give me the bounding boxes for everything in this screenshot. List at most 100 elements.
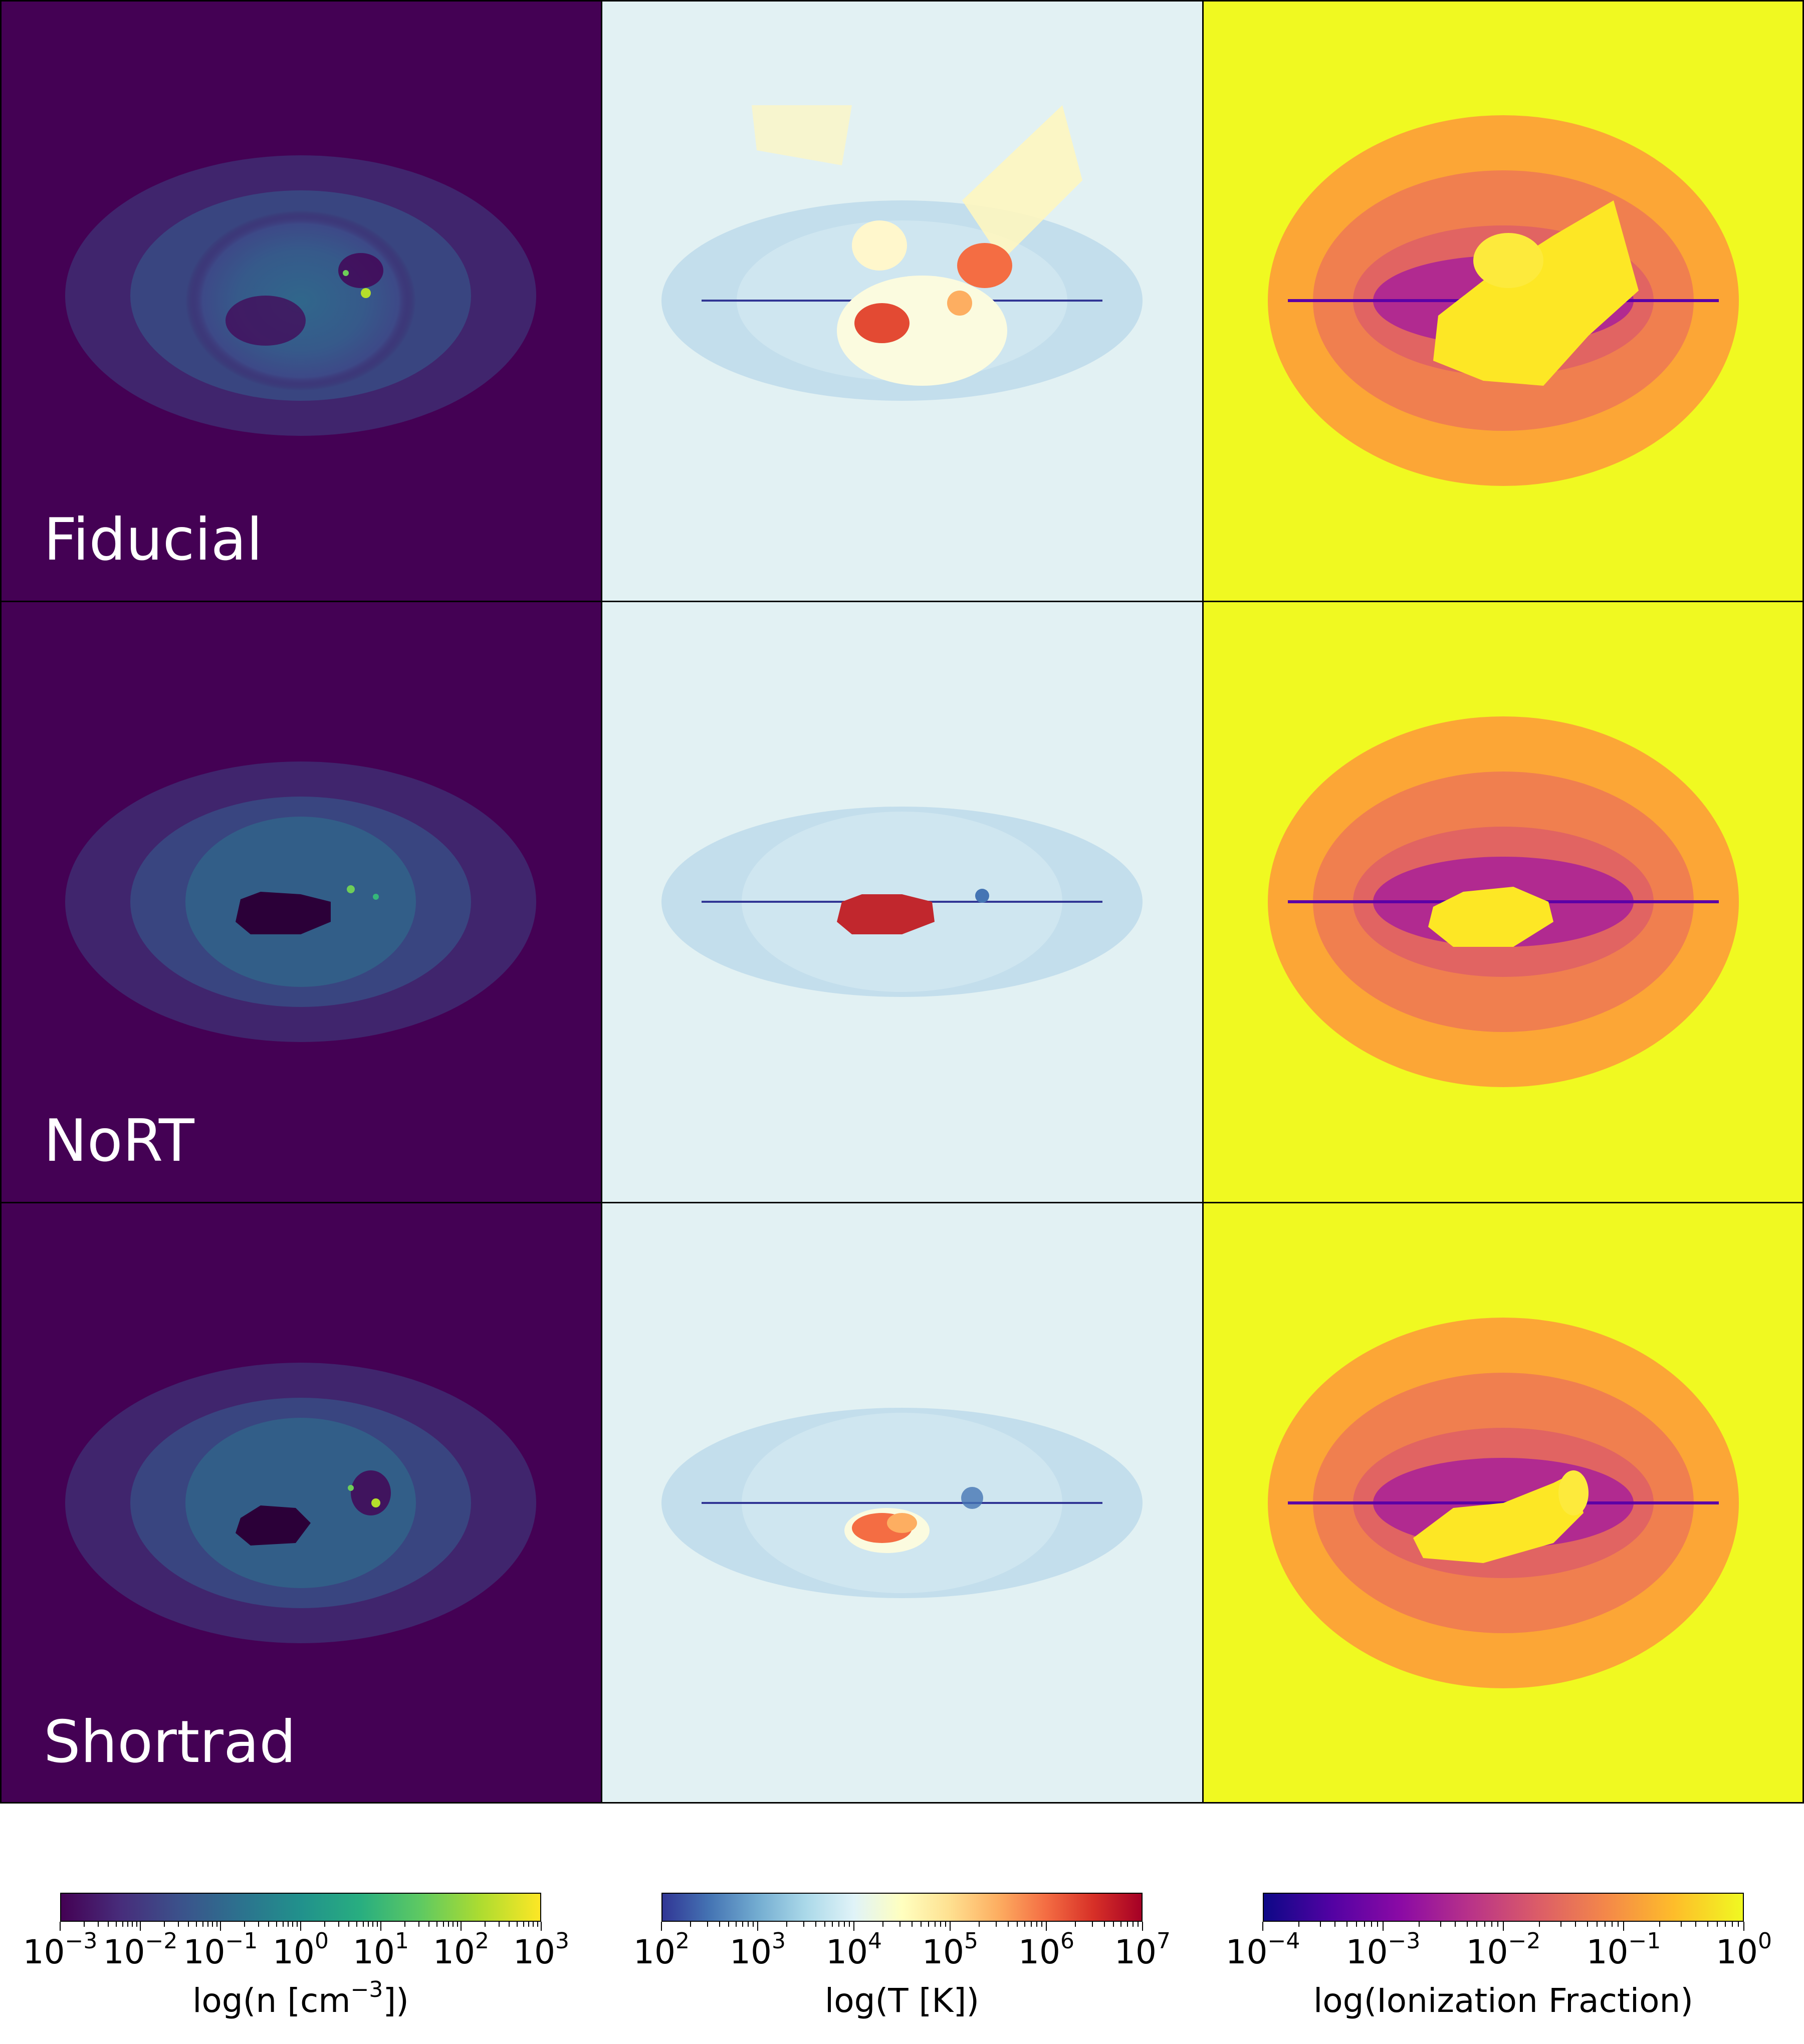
temperature-map	[601, 601, 1203, 1202]
ionization-map	[1203, 1202, 1804, 1804]
colorbar-minor-tick	[1377, 1922, 1379, 1927]
colorbar-minor-tick	[911, 1922, 913, 1927]
frame-right	[1802, 0, 1804, 1804]
colorbar-minor-tick	[1113, 1922, 1114, 1927]
colorbar-minor-tick	[1031, 1922, 1032, 1927]
colorbar-minor-tick	[258, 1922, 260, 1927]
colorbar-minor-tick	[296, 1922, 298, 1927]
colorbar-minor-tick	[1618, 1922, 1619, 1927]
colorbar-minor-tick	[1539, 1922, 1540, 1927]
panel-grid: Fiducial NoRT Shortrad	[0, 0, 1804, 1804]
colorbar-minor-tick	[815, 1922, 816, 1927]
ionization-panel-shortrad	[1203, 1202, 1804, 1804]
colorbar-tick-label: 10−1	[1586, 1928, 1661, 1972]
colorbar-minor-tick	[188, 1922, 189, 1927]
colorbar-tick-label: 10−3	[23, 1928, 98, 1972]
colorbar-tick-label: 101	[353, 1928, 409, 1972]
colorbar-major-tick	[1623, 1922, 1624, 1931]
colorbar-minor-tick	[195, 1922, 197, 1927]
colorbar-minor-tick	[516, 1922, 518, 1927]
temperature-map	[601, 0, 1203, 601]
colorbar-minor-tick	[1604, 1922, 1606, 1927]
density-map	[0, 0, 601, 601]
colorbar-major-tick	[380, 1922, 381, 1931]
colorbar-minor-tick	[742, 1922, 744, 1927]
colorbar-tick-label: 10−2	[103, 1928, 178, 1972]
temperature-panel-fiducial	[601, 0, 1203, 601]
colorbar-minor-tick	[268, 1922, 270, 1927]
colorbar-minor-tick	[1731, 1922, 1733, 1927]
colorbar-minor-tick	[1497, 1922, 1499, 1927]
colorbar-minor-tick	[1133, 1922, 1134, 1927]
colorbar-minor-tick	[509, 1922, 510, 1927]
colorbar-minor-tick	[1596, 1922, 1598, 1927]
colorbar-minor-tick	[533, 1922, 534, 1927]
colorbar-minor-tick	[921, 1922, 922, 1927]
colorbar-minor-tick	[499, 1922, 500, 1927]
colorbar-minor-tick	[372, 1922, 374, 1927]
row-label-fiducial: Fiducial	[44, 506, 263, 574]
colorbar-minor-tick	[376, 1922, 378, 1927]
colorbar-minor-tick	[1440, 1922, 1441, 1927]
colorbar-minor-tick	[786, 1922, 787, 1927]
colorbar-major-tick	[60, 1922, 61, 1931]
colorbar-minor-tick	[528, 1922, 530, 1927]
colorbar-minor-tick	[1138, 1922, 1139, 1927]
colorbar-minor-tick	[1724, 1922, 1726, 1927]
colorbar-minor-tick	[849, 1922, 850, 1927]
colorbar-major-tick	[853, 1922, 854, 1931]
colorbar-minor-tick	[178, 1922, 179, 1927]
ionization-map	[1203, 601, 1804, 1202]
temperature-colorbar	[661, 1893, 1143, 1922]
density-colorbar-label: log(n [cm−3])	[192, 1977, 409, 2020]
colorbar-minor-tick	[132, 1922, 133, 1927]
colorbar-tick-label: 10−3	[1345, 1928, 1421, 1972]
colorbar-minor-tick	[1024, 1922, 1026, 1927]
colorbar-major-tick	[661, 1922, 662, 1931]
colorbar-minor-tick	[1091, 1922, 1093, 1927]
colorbar-minor-tick	[356, 1922, 357, 1927]
colorbar-minor-tick	[940, 1922, 942, 1927]
colorbar-minor-tick	[1560, 1922, 1561, 1927]
colorbar-tick-label: 106	[1018, 1928, 1074, 1972]
colorbar-minor-tick	[1419, 1922, 1420, 1927]
colorbar-minor-tick	[1716, 1922, 1718, 1927]
row-label-nort: NoRT	[44, 1107, 194, 1175]
colorbar-minor-tick	[348, 1922, 350, 1927]
frame-row-divider	[0, 601, 1804, 602]
colorbar-minor-tick	[485, 1922, 486, 1927]
frame-bottom	[0, 1802, 1804, 1804]
density-colorbar	[60, 1893, 541, 1922]
colorbar-major-tick	[950, 1922, 951, 1931]
colorbar-minor-tick	[844, 1922, 845, 1927]
colorbar-major-tick	[1142, 1922, 1143, 1931]
colorbar-minor-tick	[1371, 1922, 1372, 1927]
colorbar-major-tick	[220, 1922, 221, 1931]
colorbar-minor-tick	[1041, 1922, 1043, 1927]
colorbar-major-tick	[541, 1922, 542, 1931]
colorbar-major-tick	[1743, 1922, 1744, 1931]
colorbar-minor-tick	[288, 1922, 289, 1927]
colorbar-minor-tick	[1611, 1922, 1613, 1927]
ionization-colorbar-label: log(Ionization Fraction)	[1313, 1981, 1694, 2020]
colorbar-minor-tick	[728, 1922, 730, 1927]
colorbar-major-tick	[1383, 1922, 1384, 1931]
colorbar-minor-tick	[1476, 1922, 1477, 1927]
colorbar-major-tick	[1046, 1922, 1047, 1931]
colorbar-minor-tick	[1017, 1922, 1018, 1927]
colorbar-minor-tick	[1007, 1922, 1009, 1927]
colorbar-tick-label: 10−4	[1225, 1928, 1300, 1972]
colorbar-minor-tick	[1695, 1922, 1697, 1927]
colorbar-minor-tick	[1346, 1922, 1347, 1927]
colorbar-minor-tick	[1334, 1922, 1336, 1927]
colorbar-minor-tick	[1356, 1922, 1357, 1927]
colorbar-minor-tick	[803, 1922, 804, 1927]
density-panel-fiducial	[0, 0, 601, 601]
colorbar-minor-tick	[1364, 1922, 1365, 1927]
colorbar-minor-tick	[1491, 1922, 1492, 1927]
ionization-panel-fiducial	[1203, 0, 1804, 601]
colorbar-minor-tick	[212, 1922, 213, 1927]
frame-col-divider	[601, 0, 602, 1804]
colorbar-minor-tick	[108, 1922, 109, 1927]
colorbar-minor-tick	[945, 1922, 947, 1927]
